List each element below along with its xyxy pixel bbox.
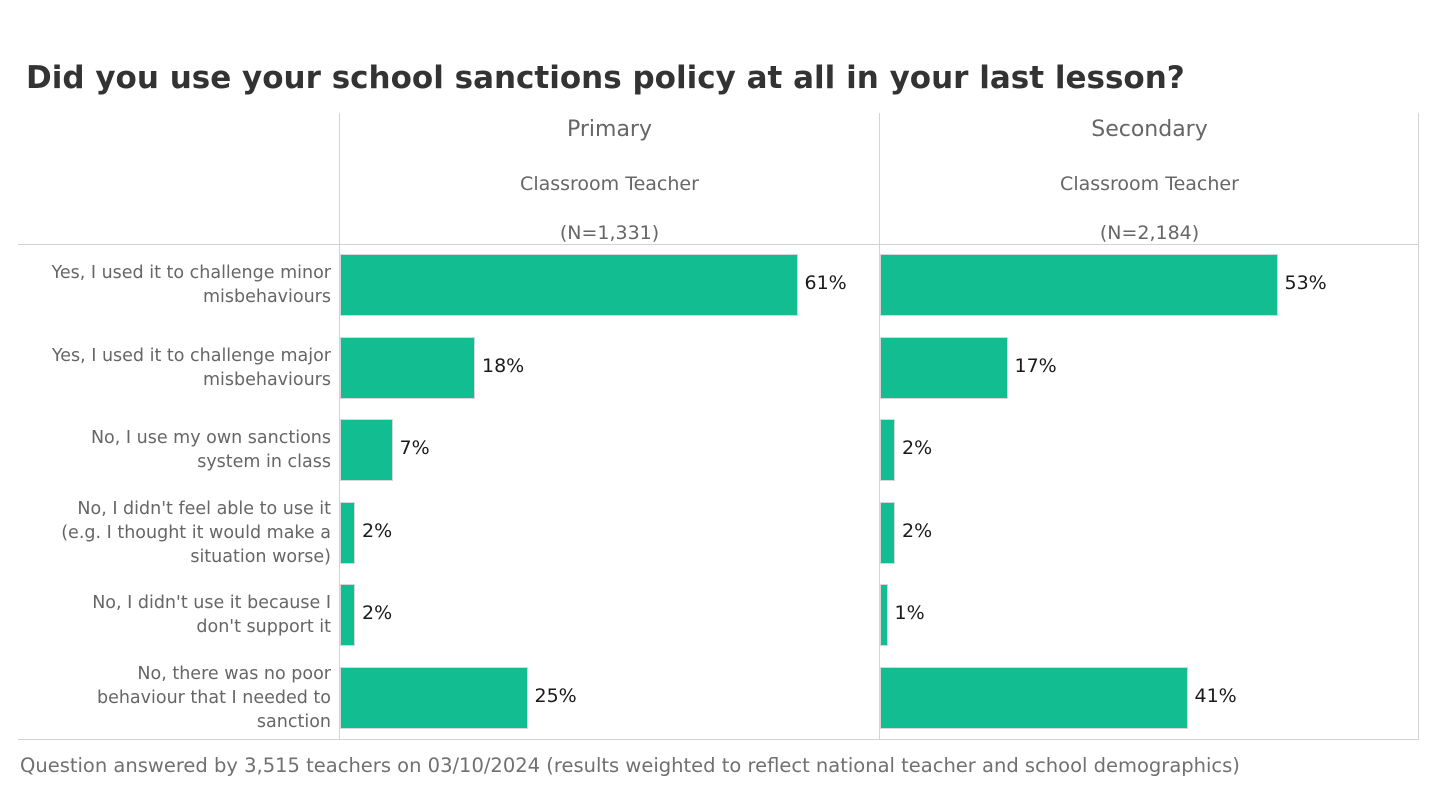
category-label-line: sanction — [256, 712, 331, 732]
category-label-line: No, I use my own sanctions — [90, 428, 331, 449]
category-label-line: No, I didn't feel able to use it — [77, 498, 331, 519]
panel-header-secondary: Secondary Classroom Teacher (N=2,184) — [880, 117, 1419, 244]
chart-bottom-line — [18, 739, 1419, 740]
category-label-line: No, there was no poor — [137, 664, 331, 684]
bar-primary — [340, 667, 528, 729]
chart-title: Did you use your school sanctions policy… — [26, 60, 1185, 96]
panel-role: Classroom Teacher — [520, 173, 699, 195]
bar-value-label: 1% — [894, 602, 925, 625]
bar-primary — [340, 584, 355, 647]
category-label: No, there was no poor behaviour that I ne… — [10, 662, 331, 734]
bar-value-label: 7% — [399, 437, 430, 460]
bar-value-label: 41% — [1194, 685, 1237, 707]
bar-primary — [340, 336, 475, 399]
bar-secondary — [880, 419, 895, 482]
panel-name: Primary — [566, 117, 652, 142]
category-label-line: (e.g. I thought it would make a — [61, 522, 331, 543]
category-label-line: Yes, I used it to challenge minor — [51, 263, 331, 283]
category-label: No, I use my own sanctions system in clas… — [10, 426, 331, 474]
bar-secondary — [880, 667, 1188, 729]
bar-value-label: 2% — [362, 602, 393, 625]
bar-secondary — [880, 254, 1278, 316]
category-label-line: misbehaviours — [202, 369, 331, 390]
bar-value-label: 2% — [362, 519, 393, 542]
bar-value-label: 2% — [902, 437, 933, 460]
category-label-line: misbehaviours — [202, 287, 331, 307]
category-label-line: system in class — [197, 452, 331, 473]
bar-value-label: 18% — [482, 354, 525, 377]
panel-header-primary: Primary Classroom Teacher (N=1,331) — [340, 117, 879, 244]
category-label: Yes, I used it to challenge minor misbeha… — [10, 261, 331, 309]
divider-right — [1418, 113, 1419, 739]
bar-value-label: 2% — [902, 519, 933, 542]
divider-middle — [879, 113, 880, 739]
bar-primary — [340, 501, 355, 564]
panel-sample-size: (N=2,184) — [1099, 222, 1200, 244]
bar-value-label: 61% — [804, 272, 847, 294]
category-label: No, I didn't use it because I don't suppo… — [10, 591, 331, 639]
bar-value-label: 17% — [1014, 354, 1057, 377]
category-label: No, I didn't feel able to use it (e.g. I … — [10, 497, 331, 569]
header-baseline — [18, 244, 1419, 245]
category-label-line: No, I didn't use it because I — [92, 593, 331, 614]
category-label-line: don't support it — [196, 617, 331, 638]
bar-value-label: 25% — [534, 685, 577, 707]
category-label: Yes, I used it to challenge major misbeha… — [10, 344, 331, 392]
divider-left — [339, 113, 340, 739]
bar-primary — [340, 419, 393, 482]
footer-note: Question answered by 3,515 teachers on 0… — [20, 754, 1240, 777]
bar-secondary — [880, 501, 895, 564]
panel-name: Secondary — [1091, 117, 1208, 142]
bar-secondary — [880, 336, 1008, 399]
category-label-line: behaviour that I needed to — [96, 688, 331, 708]
panel-role: Classroom Teacher — [1060, 173, 1239, 195]
bar-primary — [340, 254, 798, 316]
bar-value-label: 53% — [1284, 272, 1327, 294]
category-label-line: Yes, I used it to challenge major — [51, 345, 331, 366]
panel-sample-size: (N=1,331) — [559, 222, 660, 244]
category-label-line: situation worse) — [190, 546, 331, 567]
bar-secondary — [880, 584, 888, 647]
